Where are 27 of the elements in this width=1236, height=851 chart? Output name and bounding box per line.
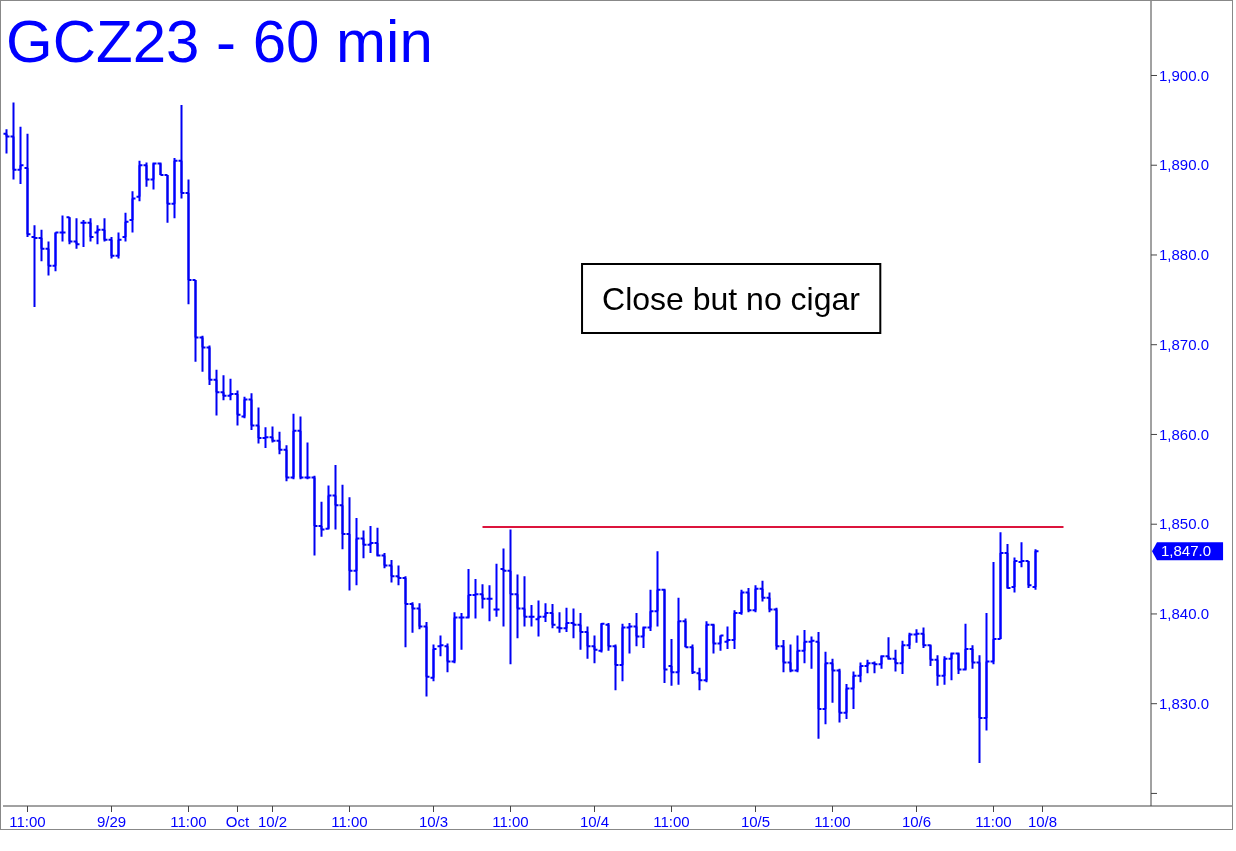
x-tick-label: 11:00 [9, 813, 46, 830]
x-tick-label: 10/3 [418, 813, 449, 830]
candlestick [159, 161, 162, 177]
text: 1,847.0 [1161, 542, 1212, 560]
x-tick-label: 11:00 [170, 813, 207, 830]
y-tick-label: 1,870.0 [1159, 335, 1210, 353]
y-tick-label: 1,860.0 [1159, 425, 1210, 443]
x-tick-label: 10/5 [740, 813, 771, 830]
x-tick-label: 11:00 [331, 813, 368, 830]
y-tick-label: 1,890.0 [1159, 156, 1210, 174]
x-tick-label: Oct [225, 813, 250, 830]
x-tick-label: 11:00 [814, 813, 851, 830]
y-tick-label: 1,880.0 [1159, 246, 1210, 264]
x-tick-label: 10/6 [901, 813, 932, 830]
y-tick-label: 1,850.0 [1159, 515, 1210, 533]
x-tick-label: 10/2 [257, 813, 288, 830]
y-tick-label: 1,840.0 [1159, 605, 1210, 623]
x-tick-label: 9/29 [96, 813, 127, 830]
annotation: Close but no cigar [602, 281, 861, 318]
x-tick-label: 11:00 [975, 813, 1012, 830]
x-tick-label: 11:00 [492, 813, 529, 830]
x-tick-label: 10/8 [1027, 813, 1058, 830]
y-tick-label: 1,900.0 [1159, 66, 1210, 84]
x-tick-label: 10/4 [579, 813, 610, 830]
x-tick-label: 11:00 [653, 813, 690, 830]
chart-title: GCZ23 - 60 min [6, 8, 433, 75]
y-tick-label: 1,830.0 [1159, 694, 1210, 712]
